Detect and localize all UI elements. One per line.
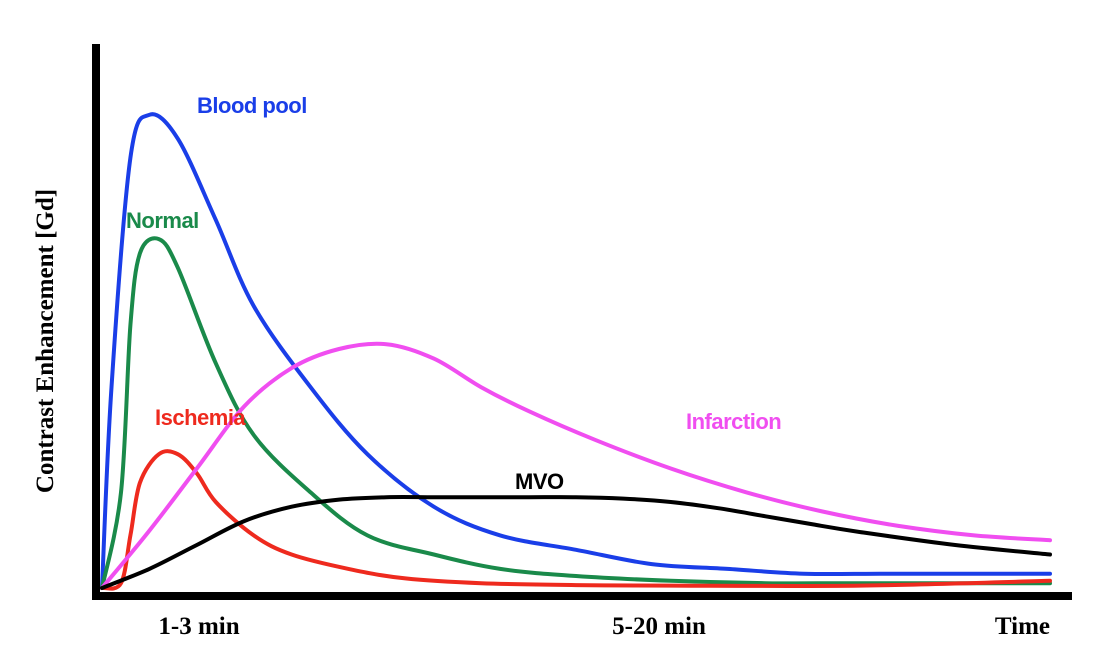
series-line-ischemia	[100, 449, 1052, 591]
curves-group	[100, 112, 1052, 591]
series-label-normal: Normal	[126, 208, 199, 233]
series-label-ischemia: Ischemia	[155, 405, 246, 430]
series-line-mvo	[100, 495, 1052, 590]
y-axis-title: Contrast Enhancement [Gd]	[32, 189, 59, 493]
series-line-blood-pool	[100, 112, 1052, 590]
x-tick-label-1-3-min: 1-3 min	[158, 613, 239, 640]
series-label-mvo: MVO	[515, 469, 564, 494]
x-axis-title: Time	[995, 613, 1050, 640]
series-line-normal	[100, 236, 1052, 590]
series-line-infarction	[100, 341, 1052, 590]
x-tick-label-5-20-min: 5-20 min	[612, 613, 706, 640]
series-label-infarction: Infarction	[686, 409, 781, 434]
series-label-blood-pool: Blood pool	[197, 93, 307, 118]
